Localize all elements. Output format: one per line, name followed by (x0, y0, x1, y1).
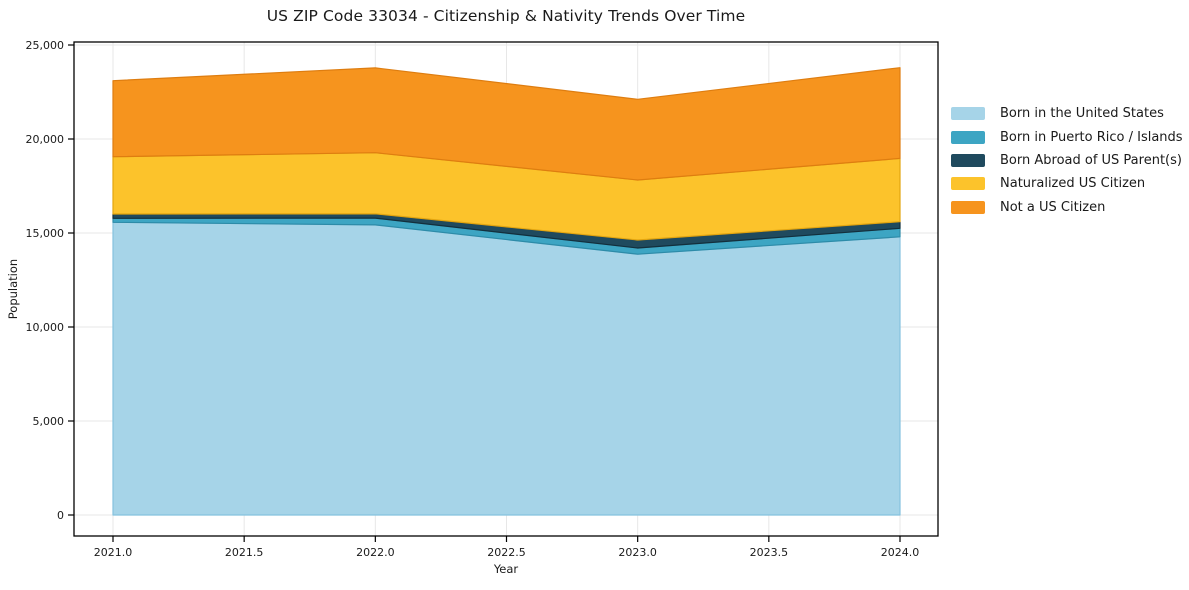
legend-swatch (951, 153, 985, 167)
legend-item: Born in Puerto Rico / Islands (951, 125, 1183, 148)
area-series (112, 67, 901, 181)
legend-label: Born in Puerto Rico / Islands (1000, 129, 1183, 145)
chart-title: US ZIP Code 33034 - Citizenship & Nativi… (266, 7, 746, 25)
x-tick-label: 2021.0 (94, 546, 133, 559)
x-tick-label: 2021.5 (225, 546, 264, 559)
legend-swatch (951, 130, 985, 144)
y-tick-label: 25,000 (26, 39, 65, 52)
legend-item: Born in the United States (951, 102, 1183, 125)
legend-swatch (951, 107, 985, 121)
x-axis-label: Year (493, 562, 519, 576)
legend-item: Naturalized US Citizen (951, 172, 1183, 195)
x-tick-label: 2022.5 (487, 546, 526, 559)
legend-label: Born Abroad of US Parent(s) (1000, 152, 1182, 168)
legend-item: Not a US Citizen (951, 196, 1183, 219)
legend-swatch (951, 200, 985, 214)
area-series (112, 221, 901, 516)
y-axis-label: Population (6, 258, 20, 320)
x-tick-label: 2022.0 (356, 546, 395, 559)
x-tick-label: 2024.0 (881, 546, 920, 559)
y-tick-label: 15,000 (26, 227, 65, 240)
legend-label: Not a US Citizen (1000, 199, 1106, 215)
x-tick-label: 2023.5 (750, 546, 789, 559)
legend: Born in the United States Born in Puerto… (951, 102, 1183, 219)
legend-swatch (951, 177, 985, 191)
y-tick-label: 20,000 (26, 133, 65, 146)
y-tick-label: 5,000 (33, 415, 65, 428)
legend-item: Born Abroad of US Parent(s) (951, 149, 1183, 172)
legend-label: Born in the United States (1000, 106, 1164, 122)
legend-label: Naturalized US Citizen (1000, 176, 1146, 192)
y-tick-label: 0 (57, 509, 64, 522)
y-tick-label: 10,000 (26, 321, 65, 334)
x-tick-label: 2023.0 (618, 546, 657, 559)
